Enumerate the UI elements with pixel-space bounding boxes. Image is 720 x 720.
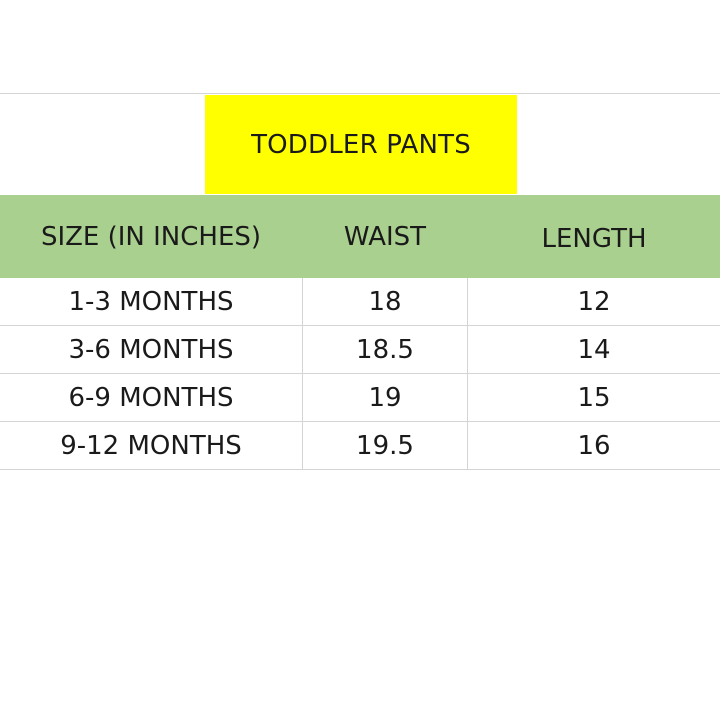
table-row: 6-9 MONTHS 19 15 [0, 374, 720, 422]
table-row: 1-3 MONTHS 18 12 [0, 278, 720, 326]
size-cell: 3-6 MONTHS [68, 334, 234, 365]
size-cell: 6-9 MONTHS [68, 382, 234, 413]
column-divider [302, 278, 303, 470]
length-cell: 12 [577, 286, 611, 317]
column-divider [467, 278, 468, 470]
top-grid-line [0, 93, 720, 94]
size-cell: 9-12 MONTHS [60, 430, 242, 461]
length-cell: 16 [577, 430, 611, 461]
table-row: 3-6 MONTHS 18.5 14 [0, 326, 720, 374]
column-header-size: SIZE (IN INCHES) [40, 221, 262, 252]
table-body: 1-3 MONTHS 18 12 3-6 MONTHS 18.5 14 6-9 … [0, 278, 720, 470]
size-cell: 1-3 MONTHS [68, 286, 234, 317]
waist-cell: 19.5 [356, 430, 414, 461]
column-header-length: LENGTH [541, 223, 647, 254]
waist-cell: 18.5 [356, 334, 414, 365]
table-row: 9-12 MONTHS 19.5 16 [0, 422, 720, 470]
waist-cell: 19 [368, 382, 402, 413]
length-cell: 15 [577, 382, 611, 413]
length-cell: 14 [577, 334, 611, 365]
header-row: SIZE (IN INCHES) WAIST LENGTH [0, 195, 720, 278]
column-header-waist: WAIST [343, 221, 427, 252]
table-title: TODDLER PANTS [205, 95, 517, 194]
waist-cell: 18 [368, 286, 402, 317]
